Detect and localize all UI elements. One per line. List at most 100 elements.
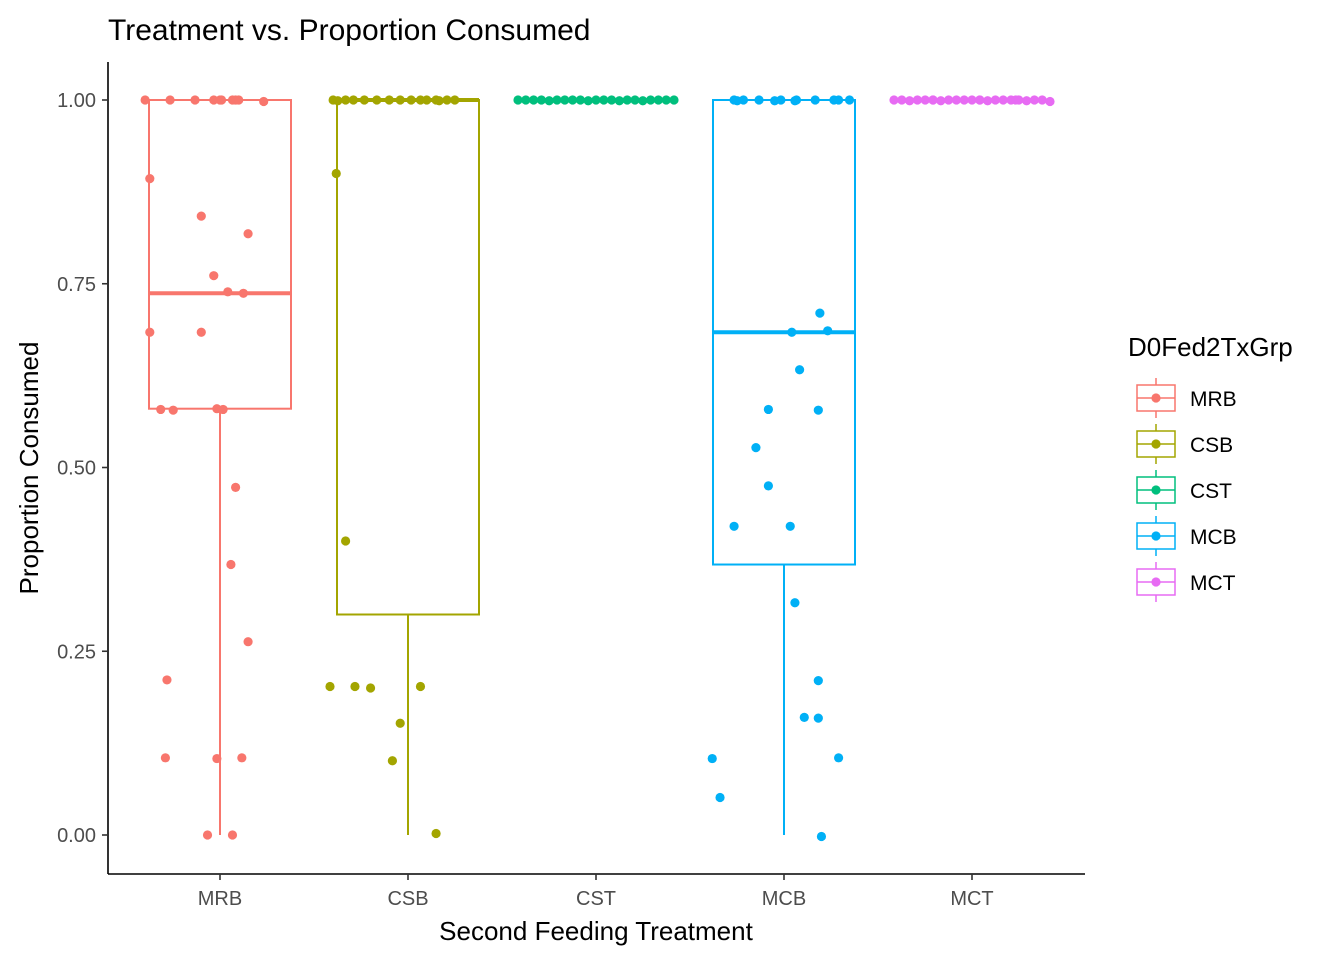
- legend-label: CST: [1190, 480, 1232, 503]
- data-point: [331, 168, 341, 179]
- data-point: [442, 95, 452, 105]
- data-point: [729, 521, 739, 531]
- data-point: [669, 95, 679, 105]
- chart-title: Treatment vs. Proportion Consumed: [108, 14, 590, 47]
- data-point: [951, 95, 962, 105]
- box-mcb: [712, 99, 856, 835]
- box-csb: [336, 98, 480, 835]
- data-point: [575, 95, 586, 105]
- data-point: [813, 713, 823, 723]
- data-point: [813, 676, 823, 686]
- data-point: [415, 681, 426, 692]
- data-point: [365, 683, 376, 693]
- data-point: [754, 95, 764, 105]
- data-point: [630, 95, 640, 105]
- x-tick-label: CST: [576, 888, 616, 910]
- x-tick-label: MRB: [198, 888, 242, 910]
- x-tick-label: CSB: [387, 888, 428, 910]
- data-point: [661, 95, 671, 105]
- data-point: [259, 96, 269, 107]
- data-point: [434, 96, 444, 106]
- data-point: [348, 95, 358, 105]
- data-point: [341, 95, 351, 105]
- legend-key-point: [1151, 393, 1161, 403]
- x-axis-title: Second Feeding Treatment: [439, 916, 753, 946]
- data-point: [599, 95, 609, 105]
- y-axis-title: Proportion Consumed: [14, 342, 44, 595]
- data-point: [897, 95, 907, 105]
- box-iqr: [336, 99, 480, 616]
- data-point: [325, 681, 335, 692]
- legend-item-mcb: MCB: [1136, 516, 1237, 556]
- data-point: [790, 96, 800, 106]
- data-point: [165, 95, 175, 105]
- data-point: [552, 95, 562, 105]
- data-point: [359, 95, 369, 105]
- legend-label: MCB: [1190, 526, 1237, 549]
- data-point: [196, 211, 206, 221]
- y-axis-ticks: 0.00 0.25 0.50 0.75 1.00: [57, 90, 108, 847]
- data-point: [815, 308, 825, 318]
- data-point: [234, 95, 244, 105]
- data-point: [529, 95, 539, 105]
- legend-key-point: [1151, 485, 1161, 495]
- data-point: [715, 792, 725, 803]
- legend-item-mct: MCT: [1136, 562, 1236, 602]
- points-mrb: [140, 95, 269, 840]
- data-point: [928, 95, 938, 105]
- data-point: [1022, 96, 1032, 106]
- legend: D0Fed2TxGrp MRB CSB CST MCB MCT: [1128, 332, 1293, 602]
- data-point: [844, 95, 855, 105]
- data-point: [218, 404, 228, 415]
- data-point: [975, 95, 985, 105]
- data-point: [350, 681, 360, 692]
- data-point: [823, 326, 833, 336]
- data-point: [384, 95, 394, 105]
- legend-item-mrb: MRB: [1136, 378, 1237, 418]
- y-tick-label: 0.75: [57, 274, 96, 296]
- data-point: [998, 95, 1008, 105]
- plot-area: [140, 95, 1055, 842]
- data-point: [834, 753, 844, 763]
- data-point: [209, 271, 219, 281]
- data-point: [944, 95, 954, 105]
- data-point: [406, 95, 416, 105]
- data-point: [912, 95, 923, 105]
- data-point: [707, 753, 717, 764]
- data-point: [202, 830, 213, 840]
- legend-key-point: [1151, 439, 1161, 449]
- data-point: [785, 521, 795, 531]
- data-point: [513, 95, 523, 105]
- legend-item-csb: CSB: [1136, 424, 1233, 464]
- data-point: [395, 95, 405, 105]
- data-point: [231, 482, 241, 492]
- data-point: [536, 95, 547, 105]
- data-point: [905, 96, 915, 106]
- data-point: [226, 559, 236, 570]
- data-point: [223, 287, 233, 297]
- data-point: [607, 95, 617, 105]
- legend-label: MRB: [1190, 388, 1237, 411]
- data-point: [583, 96, 593, 106]
- data-point: [920, 95, 930, 105]
- data-point: [810, 95, 820, 105]
- data-point: [967, 95, 977, 105]
- x-tick-label: MCB: [762, 888, 806, 910]
- data-point: [653, 95, 664, 105]
- data-point: [145, 174, 155, 184]
- data-point: [560, 95, 570, 105]
- data-point: [1011, 95, 1021, 105]
- points-mcb: [707, 95, 855, 842]
- data-point: [990, 95, 1001, 105]
- y-tick-label: 0.00: [57, 825, 96, 847]
- data-point: [795, 365, 805, 375]
- data-point: [770, 96, 780, 106]
- data-point: [936, 96, 946, 106]
- data-point: [162, 675, 172, 685]
- data-point: [216, 95, 227, 105]
- points-csb: [325, 95, 460, 839]
- legend-key-point: [1151, 577, 1161, 587]
- data-point: [160, 753, 170, 763]
- data-point: [395, 718, 405, 728]
- legend-key-point: [1151, 531, 1161, 541]
